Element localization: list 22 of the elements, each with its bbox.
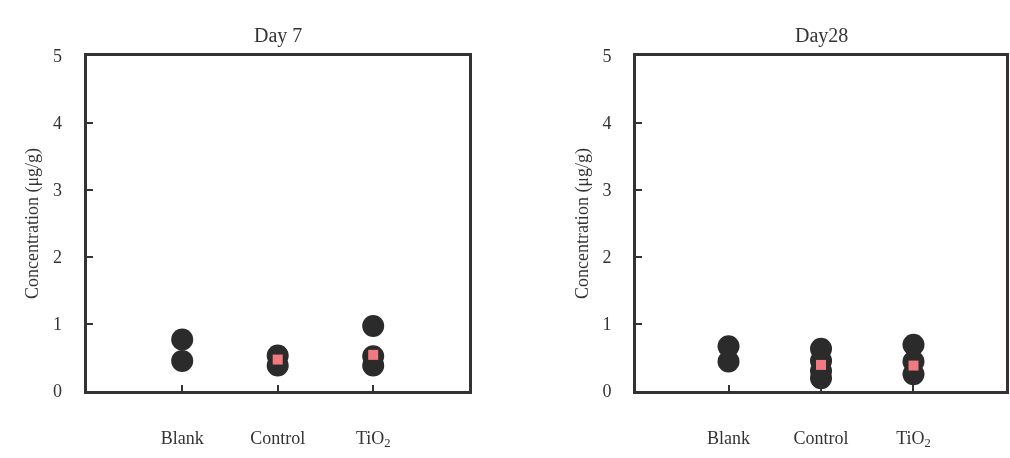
y-tick-label: 5 xyxy=(602,46,612,67)
y-tick-label: 1 xyxy=(602,314,612,335)
y-tick-label: 1 xyxy=(53,314,63,335)
y-tick-label: 5 xyxy=(53,46,63,67)
y-tick-label: 4 xyxy=(53,113,63,134)
x-tick-label: TiO$_{2}$ xyxy=(355,427,391,451)
y-tick-label: 0 xyxy=(53,381,63,402)
x-tick-label: Blank xyxy=(160,427,204,448)
y-axis-title: Concentration (μg/g) xyxy=(571,147,593,300)
y-tick-label: 2 xyxy=(602,247,612,268)
y-tick-label: 0 xyxy=(602,381,612,402)
x-tick-label: Blank xyxy=(707,427,751,448)
x-tick-label: Control xyxy=(250,427,306,448)
y-axis-title: Concentration (μg/g) xyxy=(22,147,44,300)
chart-title: Day28 xyxy=(795,24,849,47)
y-tick-label: 4 xyxy=(602,113,612,134)
chart-title: Day 7 xyxy=(254,24,303,47)
x-tick-label: TiO$_{2}$ xyxy=(896,427,931,451)
y-tick-label: 3 xyxy=(53,180,63,201)
x-tick-label: Control xyxy=(793,427,849,448)
y-tick-label: 2 xyxy=(53,247,63,268)
y-tick-label: 3 xyxy=(602,180,612,201)
